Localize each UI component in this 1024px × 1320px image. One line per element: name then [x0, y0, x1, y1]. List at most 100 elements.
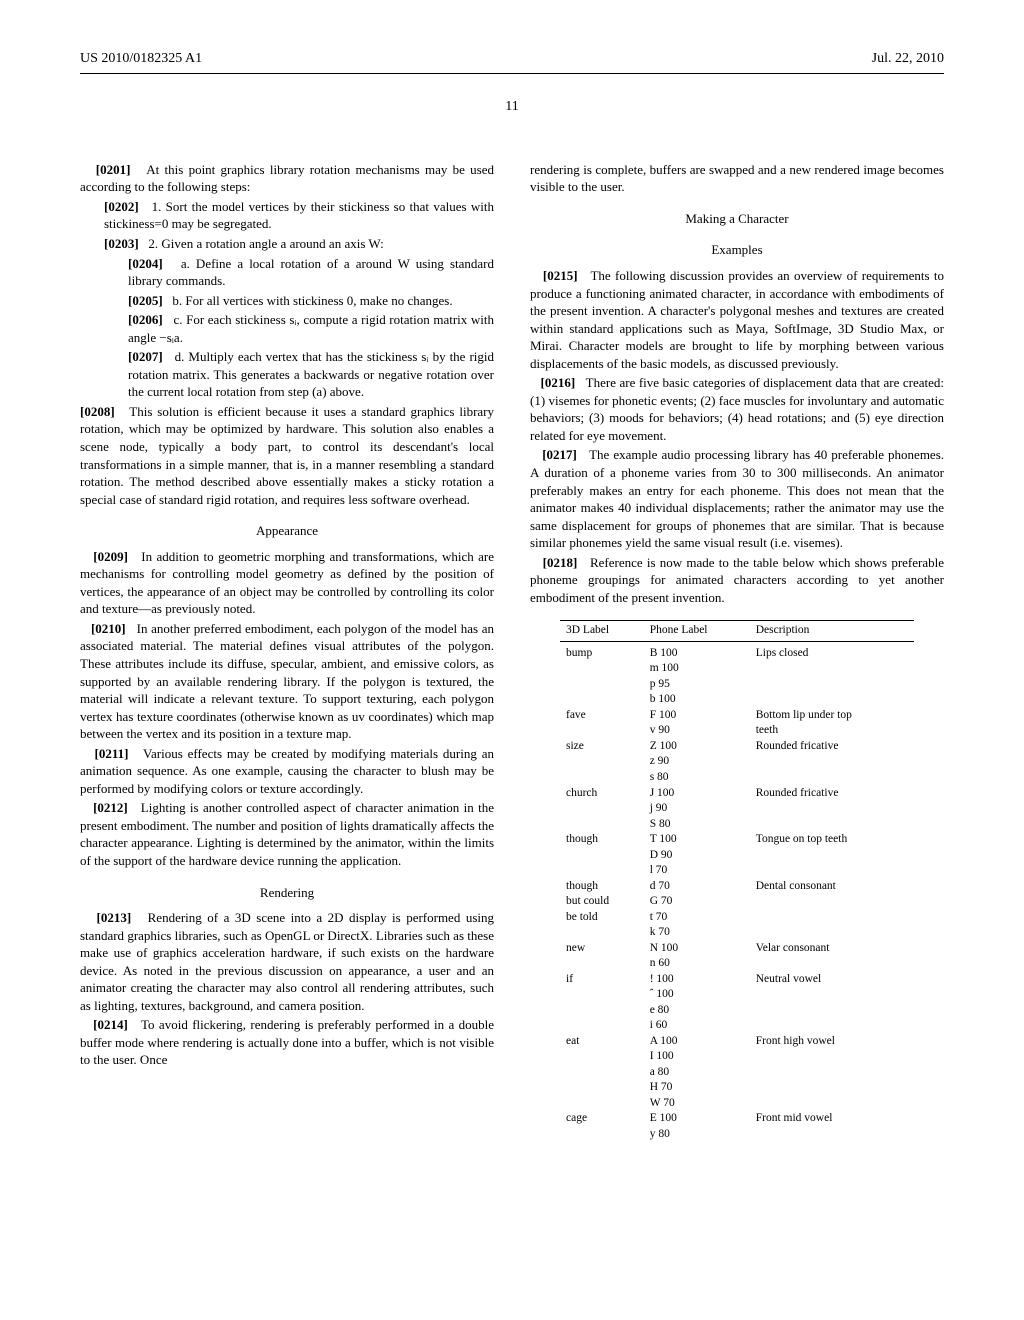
right-column: rendering is complete, buffers are swapp…	[530, 161, 944, 1143]
table-cell	[750, 910, 914, 926]
table-cell: m 100	[644, 661, 750, 677]
para-text: Lighting is another controlled aspect of…	[80, 800, 494, 868]
phoneme-table: 3D Label Phone Label Description bumpB 1…	[560, 620, 914, 1142]
para-num: [0214]	[93, 1017, 128, 1032]
phoneme-table-wrap: 3D Label Phone Label Description bumpB 1…	[530, 620, 944, 1142]
table-row: n 60	[560, 956, 914, 972]
para-num: [0211]	[95, 746, 129, 761]
table-row: j 90	[560, 801, 914, 817]
para-num: [0216]	[541, 375, 576, 390]
paragraph: [0208] This solution is efficient becaus…	[80, 403, 494, 508]
table-row: l 70	[560, 863, 914, 879]
table-cell: though	[560, 879, 644, 895]
table-cell: Lips closed	[750, 641, 914, 661]
table-cell	[750, 692, 914, 708]
table-cell	[750, 848, 914, 864]
paragraph: [0213] Rendering of a 3D scene into a 2D…	[80, 909, 494, 1014]
table-cell	[560, 754, 644, 770]
table-row: cageE 100Front mid vowel	[560, 1111, 914, 1127]
table-cell: F 100	[644, 708, 750, 724]
section-heading: Making a Character	[530, 210, 944, 228]
table-cell: E 100	[644, 1111, 750, 1127]
para-text: The following discussion provides an ove…	[530, 268, 944, 371]
table-cell: J 100	[644, 786, 750, 802]
table-cell: be told	[560, 910, 644, 926]
para-num: [0206]	[128, 312, 163, 327]
table-cell: new	[560, 941, 644, 957]
table-cell: A 100	[644, 1034, 750, 1050]
table-cell: n 60	[644, 956, 750, 972]
table-cell	[560, 1127, 644, 1143]
paragraph: [0214] To avoid flickering, rendering is…	[80, 1016, 494, 1069]
table-cell	[560, 801, 644, 817]
para-num: [0217]	[542, 447, 577, 462]
para-text: d. Multiply each vertex that has the sti…	[128, 349, 494, 399]
table-row: churchJ 100Rounded fricative	[560, 786, 914, 802]
table-cell: s 80	[644, 770, 750, 786]
table-cell: l 70	[644, 863, 750, 879]
table-cell	[750, 956, 914, 972]
table-cell: z 90	[644, 754, 750, 770]
para-num: [0209]	[93, 549, 128, 564]
para-num: [0202]	[104, 199, 139, 214]
paragraph: [0210] In another preferred embodiment, …	[80, 620, 494, 743]
paragraph: [0202] 1. Sort the model vertices by the…	[80, 198, 494, 233]
paragraph: [0205] b. For all vertices with stickine…	[80, 292, 494, 310]
table-row: if! 100Neutral vowel	[560, 972, 914, 988]
two-column-layout: [0201] At this point graphics library ro…	[80, 161, 944, 1143]
table-row: b 100	[560, 692, 914, 708]
left-column: [0201] At this point graphics library ro…	[80, 161, 494, 1143]
table-cell: y 80	[644, 1127, 750, 1143]
table-cell: though	[560, 832, 644, 848]
table-cell: fave	[560, 708, 644, 724]
table-header: Description	[750, 621, 914, 642]
paragraph: [0204] a. Define a local rotation of a a…	[80, 255, 494, 290]
table-row: eatA 100Front high vowel	[560, 1034, 914, 1050]
para-num: [0218]	[543, 555, 578, 570]
table-cell: v 90	[644, 723, 750, 739]
table-cell: e 80	[644, 1003, 750, 1019]
para-num: [0204]	[128, 256, 163, 271]
publication-date: Jul. 22, 2010	[872, 50, 944, 69]
para-text: The example audio processing library has…	[530, 447, 944, 550]
table-row: D 90	[560, 848, 914, 864]
paragraph: [0206] c. For each stickiness sᵢ, comput…	[80, 311, 494, 346]
table-row: thoughT 100Tongue on top teeth	[560, 832, 914, 848]
table-row: m 100	[560, 661, 914, 677]
table-cell: T 100	[644, 832, 750, 848]
table-row: faveF 100Bottom lip under top	[560, 708, 914, 724]
table-row: sizeZ 100Rounded fricative	[560, 739, 914, 755]
table-cell	[750, 1080, 914, 1096]
table-cell	[750, 661, 914, 677]
table-cell	[560, 677, 644, 693]
table-cell	[750, 1065, 914, 1081]
table-cell: S 80	[644, 817, 750, 833]
para-num: [0203]	[104, 236, 139, 251]
para-text: At this point graphics library rotation …	[80, 162, 494, 195]
table-cell: D 90	[644, 848, 750, 864]
paragraph: [0217] The example audio processing libr…	[530, 446, 944, 551]
table-cell	[560, 987, 644, 1003]
table-cell	[560, 925, 644, 941]
table-cell: Rounded fricative	[750, 739, 914, 755]
table-cell	[750, 863, 914, 879]
table-cell: cage	[560, 1111, 644, 1127]
para-text: a. Define a local rotation of a around W…	[128, 256, 494, 289]
para-num: [0210]	[91, 621, 126, 636]
table-cell: church	[560, 786, 644, 802]
table-row: W 70	[560, 1096, 914, 1112]
table-row: S 80	[560, 817, 914, 833]
para-text: b. For all vertices with stickiness 0, m…	[172, 293, 452, 308]
table-cell	[560, 863, 644, 879]
table-row: i 60	[560, 1018, 914, 1034]
paragraph: [0212] Lighting is another controlled as…	[80, 799, 494, 869]
table-row: I 100	[560, 1049, 914, 1065]
table-cell: N 100	[644, 941, 750, 957]
table-cell: Tongue on top teeth	[750, 832, 914, 848]
page-number: 11	[80, 98, 944, 117]
table-cell	[560, 1018, 644, 1034]
para-text: 2. Given a rotation angle a around an ax…	[148, 236, 383, 251]
para-num: [0208]	[80, 404, 115, 419]
table-cell	[750, 754, 914, 770]
table-cell: W 70	[644, 1096, 750, 1112]
